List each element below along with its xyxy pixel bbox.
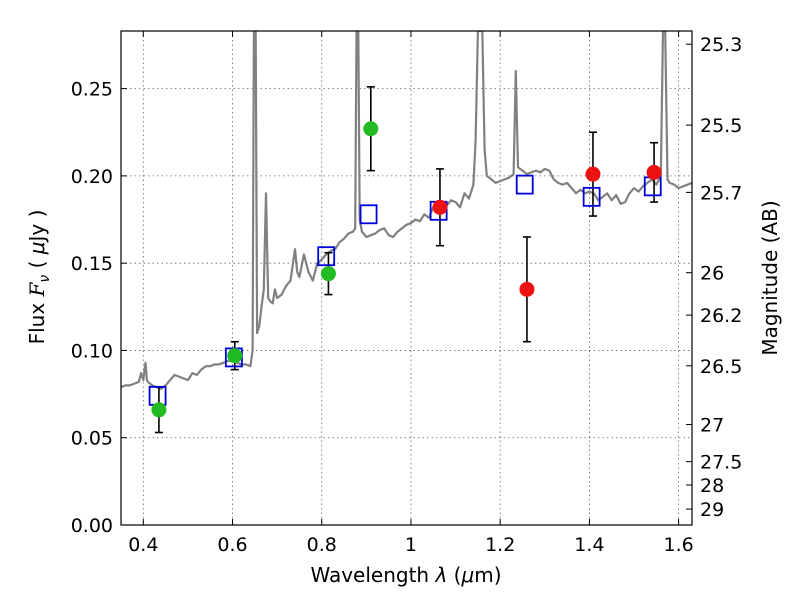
x-tick-label: 1.4	[574, 534, 604, 556]
x-axis-label-symbol: λ	[434, 563, 447, 587]
tick-marks	[121, 31, 692, 526]
mag-tick-label: 27	[700, 415, 724, 437]
x-axis-label-paren: (	[447, 563, 461, 587]
x-axis-label-mu: μ	[460, 563, 474, 587]
x-tick-label: 0.8	[307, 534, 337, 556]
tick-labels: 0.4 0.6 0.8 1 1.2 1.4 1.6 0.00 0.05 0.10 0.15 0.20 0…	[71, 34, 743, 556]
x-tick-label: 0.6	[217, 534, 247, 556]
nir-photometry-point	[432, 199, 448, 215]
model-square-marker	[582, 186, 601, 207]
x-tick-label: 1.2	[485, 534, 515, 556]
y-tick-label: 0.15	[71, 253, 113, 275]
nir-photometry-point	[519, 281, 535, 297]
model-square-marker	[148, 385, 167, 406]
y-tick-label: 0.05	[71, 428, 113, 450]
optical-photometry-point	[151, 402, 167, 418]
y-axis-label-unit: Jy )	[25, 210, 49, 244]
mag-tick-label: 25.3	[700, 34, 742, 56]
y-axis-label-pre: Flux	[25, 296, 49, 344]
x-axis-label-pre: Wavelength	[310, 563, 435, 587]
model-square-marker	[317, 246, 336, 267]
mag-tick-label: 25.5	[700, 115, 742, 137]
y-tick-label: 0.00	[71, 515, 113, 537]
mag-tick-label: 25.7	[700, 182, 742, 204]
grid-lines	[121, 31, 692, 526]
y-axis-label-mu: μ	[25, 241, 49, 255]
x-tick-label: 1.6	[664, 534, 694, 556]
mag-tick-label: 29	[700, 499, 724, 521]
mag-tick-label: 28	[700, 475, 724, 497]
y-axis-label: Flux Fν ( μJy )	[25, 210, 53, 345]
mag-tick-label: 26.5	[700, 356, 742, 378]
plot-frame	[120, 30, 693, 526]
y-axis-label-post: (	[25, 254, 49, 275]
model-square-marker	[515, 174, 534, 195]
mag-tick-label: 26	[700, 263, 724, 285]
magnitude-axis-label: Magnitude (AB)	[758, 200, 782, 355]
y-tick-label: 0.25	[71, 79, 113, 101]
spectrum-line	[121, 31, 692, 390]
mag-tick-label: 26.2	[700, 305, 742, 327]
y-axis-label-symbol: F	[25, 281, 49, 297]
spectrum-layer	[121, 31, 692, 390]
x-tick-label: 0.4	[128, 534, 158, 556]
model-square-marker	[359, 204, 378, 225]
x-axis-label: Wavelength λ (μm)	[310, 563, 501, 587]
nir-photometry-point	[646, 164, 662, 180]
optical-photometry-point	[363, 121, 379, 137]
nir-photometry-point	[585, 166, 601, 182]
x-tick-label: 1	[405, 534, 417, 556]
errorbar-layer	[154, 86, 659, 434]
mag-tick-label: 27.5	[700, 452, 742, 474]
y-axis-label-sub: ν	[37, 275, 53, 283]
y-tick-label: 0.20	[71, 166, 113, 188]
optical-photometry-point	[227, 348, 243, 364]
x-axis-label-unit: m)	[474, 563, 501, 587]
y-tick-label: 0.10	[71, 340, 113, 362]
marker-layer	[148, 121, 662, 418]
optical-photometry-point	[320, 266, 336, 282]
